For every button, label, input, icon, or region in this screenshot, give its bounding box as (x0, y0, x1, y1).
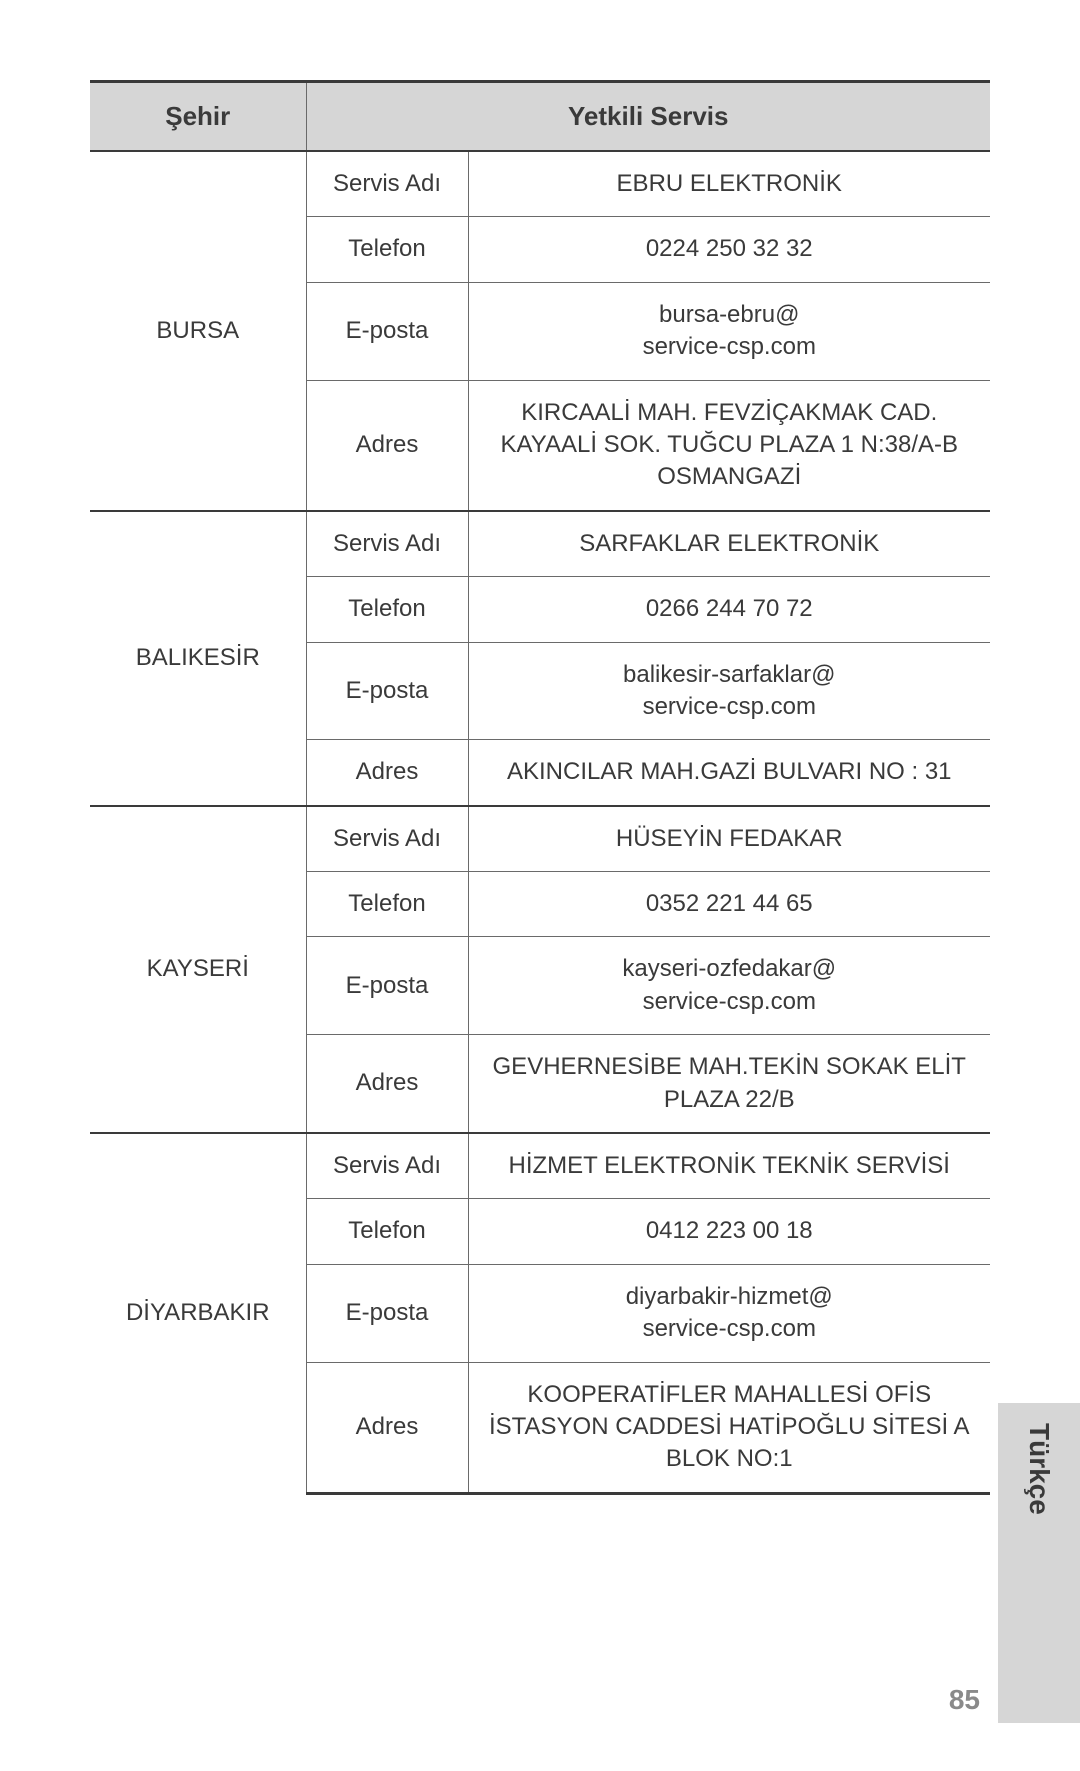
language-tab: Türkçe (998, 1403, 1080, 1723)
label-cell: E-posta (306, 1264, 468, 1362)
table-row: DİYARBAKIR Servis Adı HİZMET ELEKTRONİK … (90, 1133, 990, 1199)
label-cell: Servis Adı (306, 1133, 468, 1199)
label-cell: Telefon (306, 217, 468, 282)
value-cell: HÜSEYİN FEDAKAR (468, 806, 990, 872)
header-city: Şehir (90, 82, 306, 152)
label-cell: Telefon (306, 872, 468, 937)
table-body: BURSA Servis Adı EBRU ELEKTRONİK Telefon… (90, 151, 990, 1493)
label-cell: Servis Adı (306, 806, 468, 872)
language-label: Türkçe (1023, 1423, 1055, 1515)
city-cell: DİYARBAKIR (90, 1133, 306, 1493)
table-row: BURSA Servis Adı EBRU ELEKTRONİK (90, 151, 990, 217)
table-header-row: Şehir Yetkili Servis (90, 82, 990, 152)
table-row: KAYSERİ Servis Adı HÜSEYİN FEDAKAR (90, 806, 990, 872)
label-cell: E-posta (306, 642, 468, 740)
city-cell: KAYSERİ (90, 806, 306, 1133)
value-cell: KIRCAALİ MAH. FEVZİÇAKMAK CAD. KAYAALİ S… (468, 380, 990, 511)
value-cell: diyarbakir-hizmet@ service-csp.com (468, 1264, 990, 1362)
label-cell: Adres (306, 380, 468, 511)
label-cell: Servis Adı (306, 151, 468, 217)
page-content: Şehir Yetkili Servis BURSA Servis Adı EB… (0, 0, 1080, 1495)
value-cell: KOOPERATİFLER MAHALLESİ OFİS İSTASYON CA… (468, 1362, 990, 1493)
value-cell: 0224 250 32 32 (468, 217, 990, 282)
value-cell: EBRU ELEKTRONİK (468, 151, 990, 217)
value-cell: SARFAKLAR ELEKTRONİK (468, 511, 990, 577)
value-cell: GEVHERNESİBE MAH.TEKİN SOKAK ELİT PLAZA … (468, 1035, 990, 1133)
label-cell: Telefon (306, 1199, 468, 1264)
value-cell: 0412 223 00 18 (468, 1199, 990, 1264)
value-cell: HİZMET ELEKTRONİK TEKNİK SERVİSİ (468, 1133, 990, 1199)
table-row: BALIKESİR Servis Adı SARFAKLAR ELEKTRONİ… (90, 511, 990, 577)
label-cell: Adres (306, 1035, 468, 1133)
label-cell: Adres (306, 740, 468, 806)
label-cell: E-posta (306, 282, 468, 380)
value-cell: 0266 244 70 72 (468, 577, 990, 642)
service-table: Şehir Yetkili Servis BURSA Servis Adı EB… (90, 80, 990, 1495)
city-cell: BALIKESİR (90, 511, 306, 806)
label-cell: Servis Adı (306, 511, 468, 577)
label-cell: Adres (306, 1362, 468, 1493)
header-service: Yetkili Servis (306, 82, 990, 152)
value-cell: bursa-ebru@ service-csp.com (468, 282, 990, 380)
city-cell: BURSA (90, 151, 306, 511)
page-number: 85 (949, 1684, 980, 1716)
value-cell: kayseri-ozfedakar@ service-csp.com (468, 937, 990, 1035)
label-cell: E-posta (306, 937, 468, 1035)
label-cell: Telefon (306, 577, 468, 642)
value-cell: AKINCILAR MAH.GAZİ BULVARI NO : 31 (468, 740, 990, 806)
value-cell: 0352 221 44 65 (468, 872, 990, 937)
value-cell: balikesir-sarfaklar@ service-csp.com (468, 642, 990, 740)
